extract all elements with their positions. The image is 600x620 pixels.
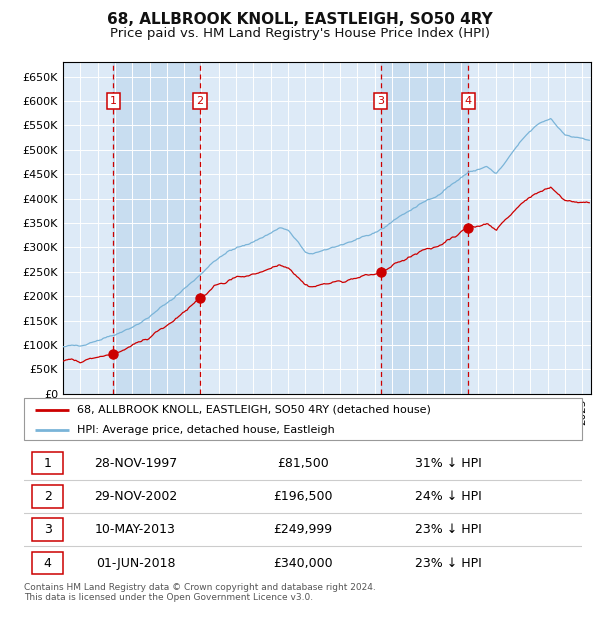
- Text: 3: 3: [44, 523, 52, 536]
- Text: 29-NOV-2002: 29-NOV-2002: [94, 490, 177, 503]
- Text: 2: 2: [196, 96, 203, 106]
- Text: £81,500: £81,500: [277, 456, 329, 469]
- FancyBboxPatch shape: [24, 398, 582, 440]
- FancyBboxPatch shape: [32, 485, 63, 508]
- Bar: [113, 62, 200, 394]
- Text: 4: 4: [465, 96, 472, 106]
- Text: 3: 3: [377, 96, 385, 106]
- Text: 68, ALLBROOK KNOLL, EASTLEIGH, SO50 4RY: 68, ALLBROOK KNOLL, EASTLEIGH, SO50 4RY: [107, 12, 493, 27]
- Text: 24% ↓ HPI: 24% ↓ HPI: [415, 490, 481, 503]
- Text: 1: 1: [44, 456, 52, 469]
- Text: 28-NOV-1997: 28-NOV-1997: [94, 456, 177, 469]
- Text: Price paid vs. HM Land Registry's House Price Index (HPI): Price paid vs. HM Land Registry's House …: [110, 27, 490, 40]
- Text: Contains HM Land Registry data © Crown copyright and database right 2024.
This d: Contains HM Land Registry data © Crown c…: [24, 583, 376, 602]
- Text: £340,000: £340,000: [273, 557, 333, 570]
- Text: 01-JUN-2018: 01-JUN-2018: [96, 557, 175, 570]
- Bar: [381, 62, 469, 394]
- Text: 23% ↓ HPI: 23% ↓ HPI: [415, 523, 481, 536]
- Text: £196,500: £196,500: [273, 490, 333, 503]
- FancyBboxPatch shape: [32, 518, 63, 541]
- FancyBboxPatch shape: [32, 552, 63, 574]
- FancyBboxPatch shape: [32, 452, 63, 474]
- Text: 23% ↓ HPI: 23% ↓ HPI: [415, 557, 481, 570]
- Text: 4: 4: [44, 557, 52, 570]
- Text: 2: 2: [44, 490, 52, 503]
- Text: 1: 1: [110, 96, 117, 106]
- Text: £249,999: £249,999: [274, 523, 332, 536]
- Text: HPI: Average price, detached house, Eastleigh: HPI: Average price, detached house, East…: [77, 425, 335, 435]
- Text: 10-MAY-2013: 10-MAY-2013: [95, 523, 176, 536]
- Text: 68, ALLBROOK KNOLL, EASTLEIGH, SO50 4RY (detached house): 68, ALLBROOK KNOLL, EASTLEIGH, SO50 4RY …: [77, 405, 431, 415]
- Text: 31% ↓ HPI: 31% ↓ HPI: [415, 456, 481, 469]
